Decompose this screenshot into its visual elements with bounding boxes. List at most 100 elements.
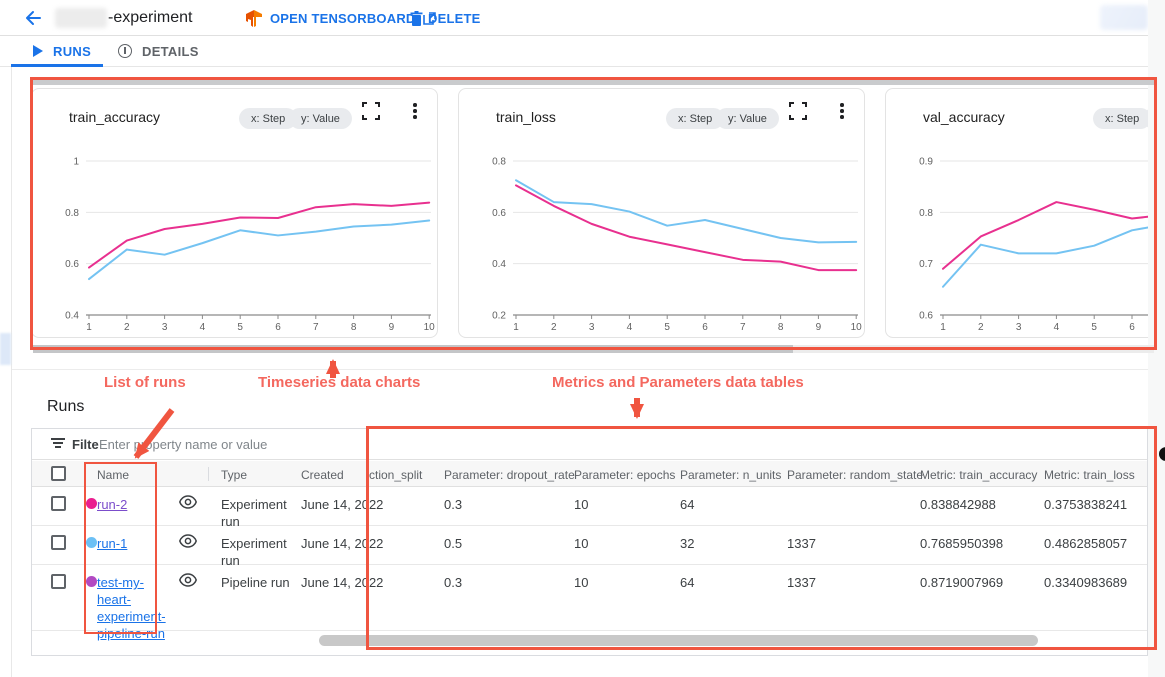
back-button[interactable] xyxy=(22,8,42,28)
svg-text:0.8: 0.8 xyxy=(65,208,79,219)
visibility-eye-icon[interactable] xyxy=(179,573,199,589)
x-axis-chip[interactable]: x: Step xyxy=(239,108,298,129)
svg-text:0.6: 0.6 xyxy=(492,208,506,219)
run-name-link[interactable]: run-2 xyxy=(97,497,128,512)
table-header-row: Name Type Created ction_split Parameter: dro… xyxy=(32,461,1147,487)
column-header-n_units[interactable]: Parameter: n_units xyxy=(680,468,782,482)
filter-label: Filter xyxy=(72,437,104,452)
cell-train_loss: 0.3340983689 xyxy=(1044,575,1128,590)
cell-train_loss: 0.4862858057 xyxy=(1044,536,1128,551)
row-checkbox[interactable] xyxy=(51,535,66,550)
cell-train_accuracy: 0.838842988 xyxy=(920,497,996,512)
svg-text:8: 8 xyxy=(778,322,784,333)
series-run-1 xyxy=(515,179,858,244)
delete-button[interactable]: DELETE xyxy=(410,8,480,28)
row-checkbox[interactable] xyxy=(51,574,66,589)
svg-text:0.6: 0.6 xyxy=(919,311,933,322)
page-header: -experiment OPEN TENSORBOARD DELETE xyxy=(0,0,1165,36)
svg-text:1: 1 xyxy=(73,157,79,168)
tab-details[interactable]: DETAILS xyxy=(118,36,199,66)
svg-text:9: 9 xyxy=(816,322,822,333)
run-name-link[interactable]: run-1 xyxy=(97,536,128,551)
redacted-title-prefix xyxy=(55,8,107,28)
charts-top-scroll-shadow xyxy=(33,80,1154,85)
series-run-2 xyxy=(515,184,858,272)
cell-train_accuracy: 0.8719007969 xyxy=(920,575,1004,590)
column-header-created[interactable]: Created xyxy=(301,468,344,482)
svg-text:3: 3 xyxy=(1016,322,1022,333)
fullscreen-icon[interactable] xyxy=(789,102,807,120)
cell-random_state: 1337 xyxy=(787,536,816,551)
cell-epochs: 10 xyxy=(574,575,589,590)
svg-text:7: 7 xyxy=(313,322,319,333)
column-header-name[interactable]: Name xyxy=(97,468,130,482)
y-axis-chip[interactable]: y: Value xyxy=(289,108,352,129)
chart-plot: 0.2 0.4 0.6 0.8 1 2 3 4 5 6 7 8 9 10 xyxy=(492,157,862,334)
svg-text:2: 2 xyxy=(124,322,130,333)
cell-train_accuracy: 0.7685950398 xyxy=(920,536,1004,551)
back-arrow-icon xyxy=(26,11,41,25)
chart-title: train_accuracy xyxy=(69,109,161,125)
cell-n_units: 64 xyxy=(680,575,695,590)
fullscreen-icon[interactable] xyxy=(362,102,380,120)
page-title: -experiment xyxy=(108,9,193,26)
section-divider xyxy=(12,369,1148,370)
column-header-train_accuracy[interactable]: Metric: train_accuracy xyxy=(920,468,1038,482)
more-options-icon[interactable] xyxy=(406,101,424,121)
svg-text:6: 6 xyxy=(275,322,281,333)
column-separator xyxy=(208,467,209,481)
open-tensorboard-button[interactable]: OPEN TENSORBOARD xyxy=(246,8,436,28)
chart-plot: 0.60.70.80.912345678910 xyxy=(919,157,1165,333)
cell-type: Pipeline run xyxy=(221,575,290,590)
svg-text:2: 2 xyxy=(978,322,984,333)
column-header-dropout_rate[interactable]: Parameter: dropout_rate xyxy=(444,468,575,482)
x-axis-chip[interactable]: x: Step xyxy=(1093,108,1152,129)
x-axis-chip[interactable]: x: Step xyxy=(666,108,725,129)
cell-dropout_rate: 0.3 xyxy=(444,575,463,590)
redacted-left-sidebar-item xyxy=(0,333,11,365)
column-header-split[interactable]: ction_split xyxy=(369,468,423,482)
column-options-button-clipped[interactable] xyxy=(1159,447,1165,461)
table-hscrollbar-thumb[interactable] xyxy=(319,635,1038,646)
run-color-dot xyxy=(86,498,97,509)
column-header-train_loss[interactable]: Metric: train_loss xyxy=(1044,468,1135,482)
cell-dropout_rate: 0.3 xyxy=(444,497,463,512)
column-header-random_state[interactable]: Parameter: random_state xyxy=(787,468,924,482)
svg-text:4: 4 xyxy=(1054,322,1060,333)
details-tab-label: DETAILS xyxy=(142,43,199,59)
svg-text:10: 10 xyxy=(424,322,436,333)
chart-plot: 0.4 0.6 0.8 1 1 2 3 4 5 6 7 8 9 10 xyxy=(65,157,436,334)
delete-label: DELETE xyxy=(428,10,481,26)
svg-text:3: 3 xyxy=(589,322,595,333)
select-all-checkbox[interactable] xyxy=(51,466,66,481)
charts-hscrollbar-thumb[interactable] xyxy=(33,345,793,353)
cell-created: June 14, 2022 xyxy=(301,575,384,590)
trash-icon xyxy=(410,10,423,26)
active-tab-underline xyxy=(11,64,103,67)
visibility-eye-icon[interactable] xyxy=(179,534,199,550)
filter-input[interactable] xyxy=(99,433,499,455)
svg-text:0.6: 0.6 xyxy=(65,259,79,270)
more-options-icon[interactable] xyxy=(833,101,851,121)
svg-text:5: 5 xyxy=(237,322,243,333)
tab-runs[interactable]: RUNS xyxy=(33,36,91,66)
table-row-test-my-heart-experiment-pipeline-run: test-my-heart-experiment-pipeline-run Pip… xyxy=(32,565,1147,641)
details-tab-info-icon xyxy=(118,44,132,58)
column-header-type[interactable]: Type xyxy=(221,468,248,482)
y-axis-chip[interactable]: y: Value xyxy=(716,108,779,129)
column-header-epochs[interactable]: Parameter: epochs xyxy=(574,468,676,482)
redacted-header-chip xyxy=(1100,5,1148,30)
filter-toolbar: Filter xyxy=(32,429,1147,460)
chart-card-train_accuracy: train_accuracy x: Step y: Value 0.4 0.6 0.8 1 1… xyxy=(31,88,438,338)
tab-bar: RUNS DETAILS xyxy=(0,36,1165,67)
visibility-eye-icon[interactable] xyxy=(179,495,199,511)
cell-dropout_rate: 0.5 xyxy=(444,536,463,551)
series-run-1 xyxy=(88,219,431,281)
row-checkbox[interactable] xyxy=(51,496,66,511)
runs-tab-icon xyxy=(33,45,43,57)
svg-text:9: 9 xyxy=(389,322,395,333)
run-color-dot xyxy=(86,537,97,548)
run-name-link[interactable]: test-my-heart-experiment-pipeline-run xyxy=(97,575,166,641)
